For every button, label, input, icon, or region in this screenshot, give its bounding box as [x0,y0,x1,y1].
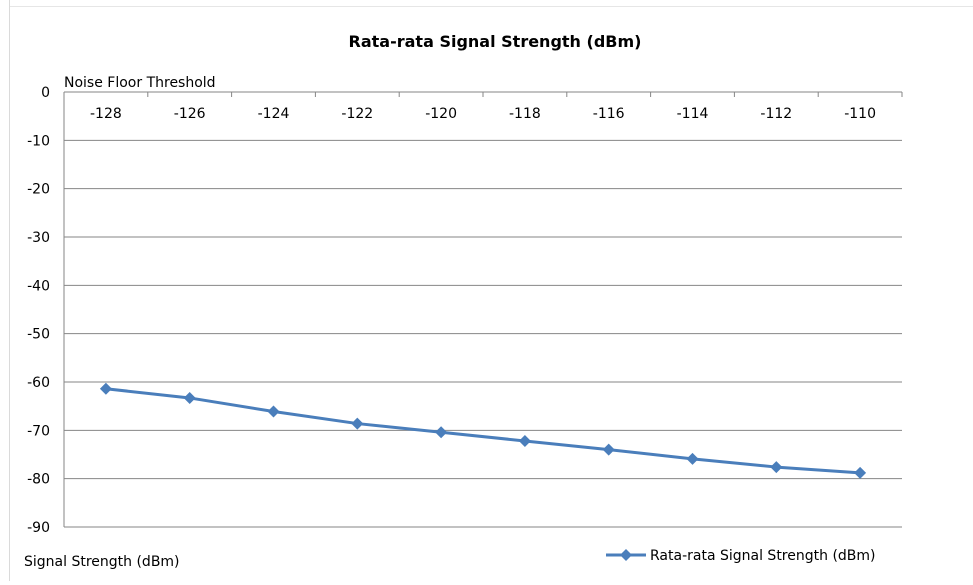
data-point-marker [183,391,196,404]
axes: 0 -10 -20 -30 -40 -50 -60 -70 -80 -90 -128 -126 -124… [27,85,903,536]
data-point-marker [267,405,280,418]
data-point-marker [435,426,448,439]
legend-label: Rata-rata Signal Strength (dBm) [650,548,876,564]
data-point-marker [351,417,364,430]
data-point-marker [770,461,783,474]
data-point-marker [518,434,531,447]
data-point-marker [686,452,699,465]
y-tick-label: -60 [27,375,50,391]
legend: Rata-rata Signal Strength (dBm) [606,548,876,564]
x-axis-title: Noise Floor Threshold [64,75,216,91]
gridlines [64,139,902,528]
chart-title: Rata-rata Signal Strength (dBm) [349,32,642,51]
x-tick-label: -120 [425,106,457,122]
sheet-top-strip [0,0,973,7]
x-tick-label: -116 [593,106,625,122]
y-tick-label: -30 [27,230,50,246]
x-tick-label: -128 [90,106,122,122]
x-tick-label: -112 [760,106,792,122]
y-tick-label: -80 [27,472,50,488]
y-tick-label: -40 [27,278,50,294]
x-tick-label: -122 [341,106,373,122]
series-line [99,382,867,479]
y-tick-label: -90 [27,520,50,536]
x-tick-label: -124 [258,106,290,122]
x-tick-label: -114 [677,106,709,122]
legend-marker-swatch [620,549,632,561]
data-point-marker [99,382,112,395]
data-point-marker [854,466,867,479]
y-tick-label: 0 [41,85,50,101]
x-tick-label: -126 [174,106,206,122]
y-tick-label: -10 [27,133,50,149]
y-tick-label: -20 [27,182,50,198]
x-tick-label: -118 [509,106,541,122]
y-axis-title: Signal Strength (dBm) [24,554,180,570]
chart-area[interactable]: Rata-rata Signal Strength (dBm) Noise Fl… [10,7,973,581]
x-tick-label: -110 [844,106,876,122]
y-tick-label: -50 [27,327,50,343]
series-0-line [105,387,861,475]
sheet-left-strip [0,0,10,581]
line-chart: Rata-rata Signal Strength (dBm) Noise Fl… [24,32,903,570]
y-tick-label: -70 [27,423,50,439]
data-point-marker [602,443,615,456]
